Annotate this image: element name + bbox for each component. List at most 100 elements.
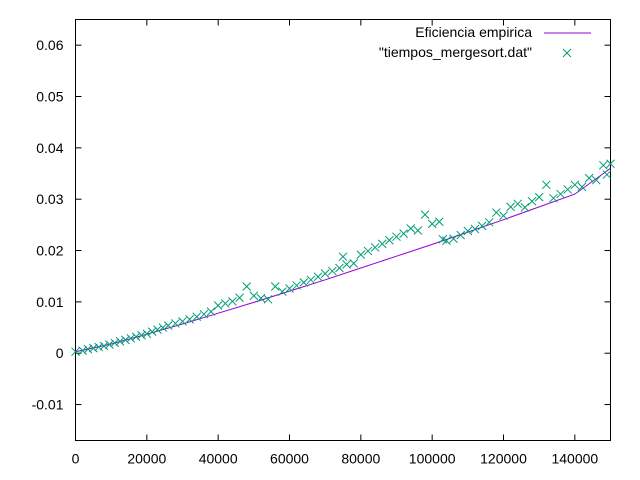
data-point: [549, 193, 558, 203]
data-point: [499, 211, 508, 220]
x-tick-label: 80000: [341, 451, 380, 467]
data-point: [463, 226, 473, 236]
data-point: [88, 343, 98, 353]
data-point: [206, 307, 216, 316]
data-point: [278, 287, 287, 296]
data-point: [434, 217, 444, 227]
data-point: [349, 259, 359, 268]
data-point: [406, 224, 416, 233]
plot-area-frame: [75, 19, 611, 441]
data-point: [137, 330, 146, 340]
data-point: [220, 299, 230, 308]
data-point: [606, 159, 615, 169]
data-point: [71, 347, 80, 357]
data-point: [242, 282, 252, 291]
data-point: [570, 180, 580, 190]
data-point: [506, 202, 515, 212]
data-point: [94, 342, 104, 352]
fit-line-layer: [75, 167, 611, 353]
y-tick-label: 0.05: [36, 89, 63, 105]
x-axis: 0 20000 40000 60000 80000 100000 120000 140000: [72, 19, 598, 467]
data-point: [602, 170, 612, 179]
data-point: [584, 173, 594, 183]
data-point: [99, 341, 109, 351]
data-point: [338, 252, 348, 262]
data-point: [599, 160, 608, 170]
data-point: [370, 243, 380, 252]
data-point: [377, 239, 387, 249]
data-point: [541, 180, 551, 190]
data-point: [256, 293, 266, 303]
data-point: [235, 293, 244, 303]
data-point: [105, 340, 114, 349]
x-tick-label: 60000: [270, 451, 309, 467]
data-point: [492, 208, 501, 217]
data-point: [142, 329, 152, 339]
data-point: [385, 235, 394, 245]
data-point: [131, 332, 141, 342]
data-point: [413, 226, 423, 235]
y-tick-label: -0.01: [32, 397, 64, 413]
y-tick-label: 0.04: [36, 140, 63, 156]
data-point: [577, 182, 587, 192]
data-point: [449, 234, 458, 244]
data-point: [192, 312, 202, 322]
series-line-eficiencia-empirica: [75, 167, 611, 353]
data-point: [263, 294, 273, 304]
data-point: [163, 321, 173, 330]
data-point: [335, 263, 344, 273]
data-point: [178, 317, 187, 326]
data-points-layer: [71, 159, 615, 357]
data-point: [126, 333, 136, 343]
data-point: [121, 335, 130, 345]
data-point: [147, 327, 157, 337]
x-tick-label: 20000: [127, 451, 166, 467]
data-point: [427, 219, 437, 229]
data-point: [292, 281, 301, 290]
data-point: [299, 278, 309, 287]
data-point: [420, 210, 430, 219]
x-tick-label: 40000: [199, 451, 238, 467]
data-point: [363, 246, 373, 256]
x-tick-label: 120000: [480, 451, 527, 467]
data-point: [556, 189, 565, 199]
data-point: [213, 301, 223, 310]
data-point: [513, 199, 523, 209]
y-tick-label: 0: [56, 345, 64, 361]
data-point: [342, 260, 351, 269]
data-point: [399, 229, 408, 238]
data-point: [153, 325, 162, 334]
data-point: [392, 232, 401, 242]
data-point: [456, 230, 466, 240]
x-tick-label: 0: [72, 451, 80, 467]
data-point: [442, 236, 451, 246]
data-point: [484, 217, 494, 227]
data-point: [327, 266, 337, 276]
data-point: [313, 272, 323, 282]
data-point: [534, 192, 544, 202]
data-point: [83, 344, 93, 354]
legend-swatch-point-marker: [562, 48, 572, 58]
data-point: [199, 309, 209, 319]
data-point: [270, 282, 280, 291]
data-point: [115, 337, 125, 346]
x-tick-label: 140000: [551, 451, 598, 467]
data-point: [249, 291, 259, 301]
data-point: [320, 269, 330, 278]
data-point: [228, 297, 237, 306]
data-point: [591, 175, 601, 185]
legend: Eficiencia empirica "tiempos_mergesort.d…: [379, 24, 591, 60]
x-tick-label: 100000: [409, 451, 456, 467]
data-point: [527, 196, 537, 206]
y-tick-label: 0.01: [36, 294, 63, 310]
y-tick-label: 0.03: [36, 191, 63, 207]
data-point: [520, 203, 530, 212]
y-axis: -0.01 0 0.01 0.02 0.03 0.04 0.05 0.06: [32, 37, 611, 413]
legend-label-points: "tiempos_mergesort.dat": [379, 44, 532, 60]
data-point: [285, 284, 294, 293]
data-point: [477, 221, 487, 231]
data-point: [185, 314, 194, 324]
data-point: [158, 323, 168, 332]
data-point: [470, 224, 480, 234]
